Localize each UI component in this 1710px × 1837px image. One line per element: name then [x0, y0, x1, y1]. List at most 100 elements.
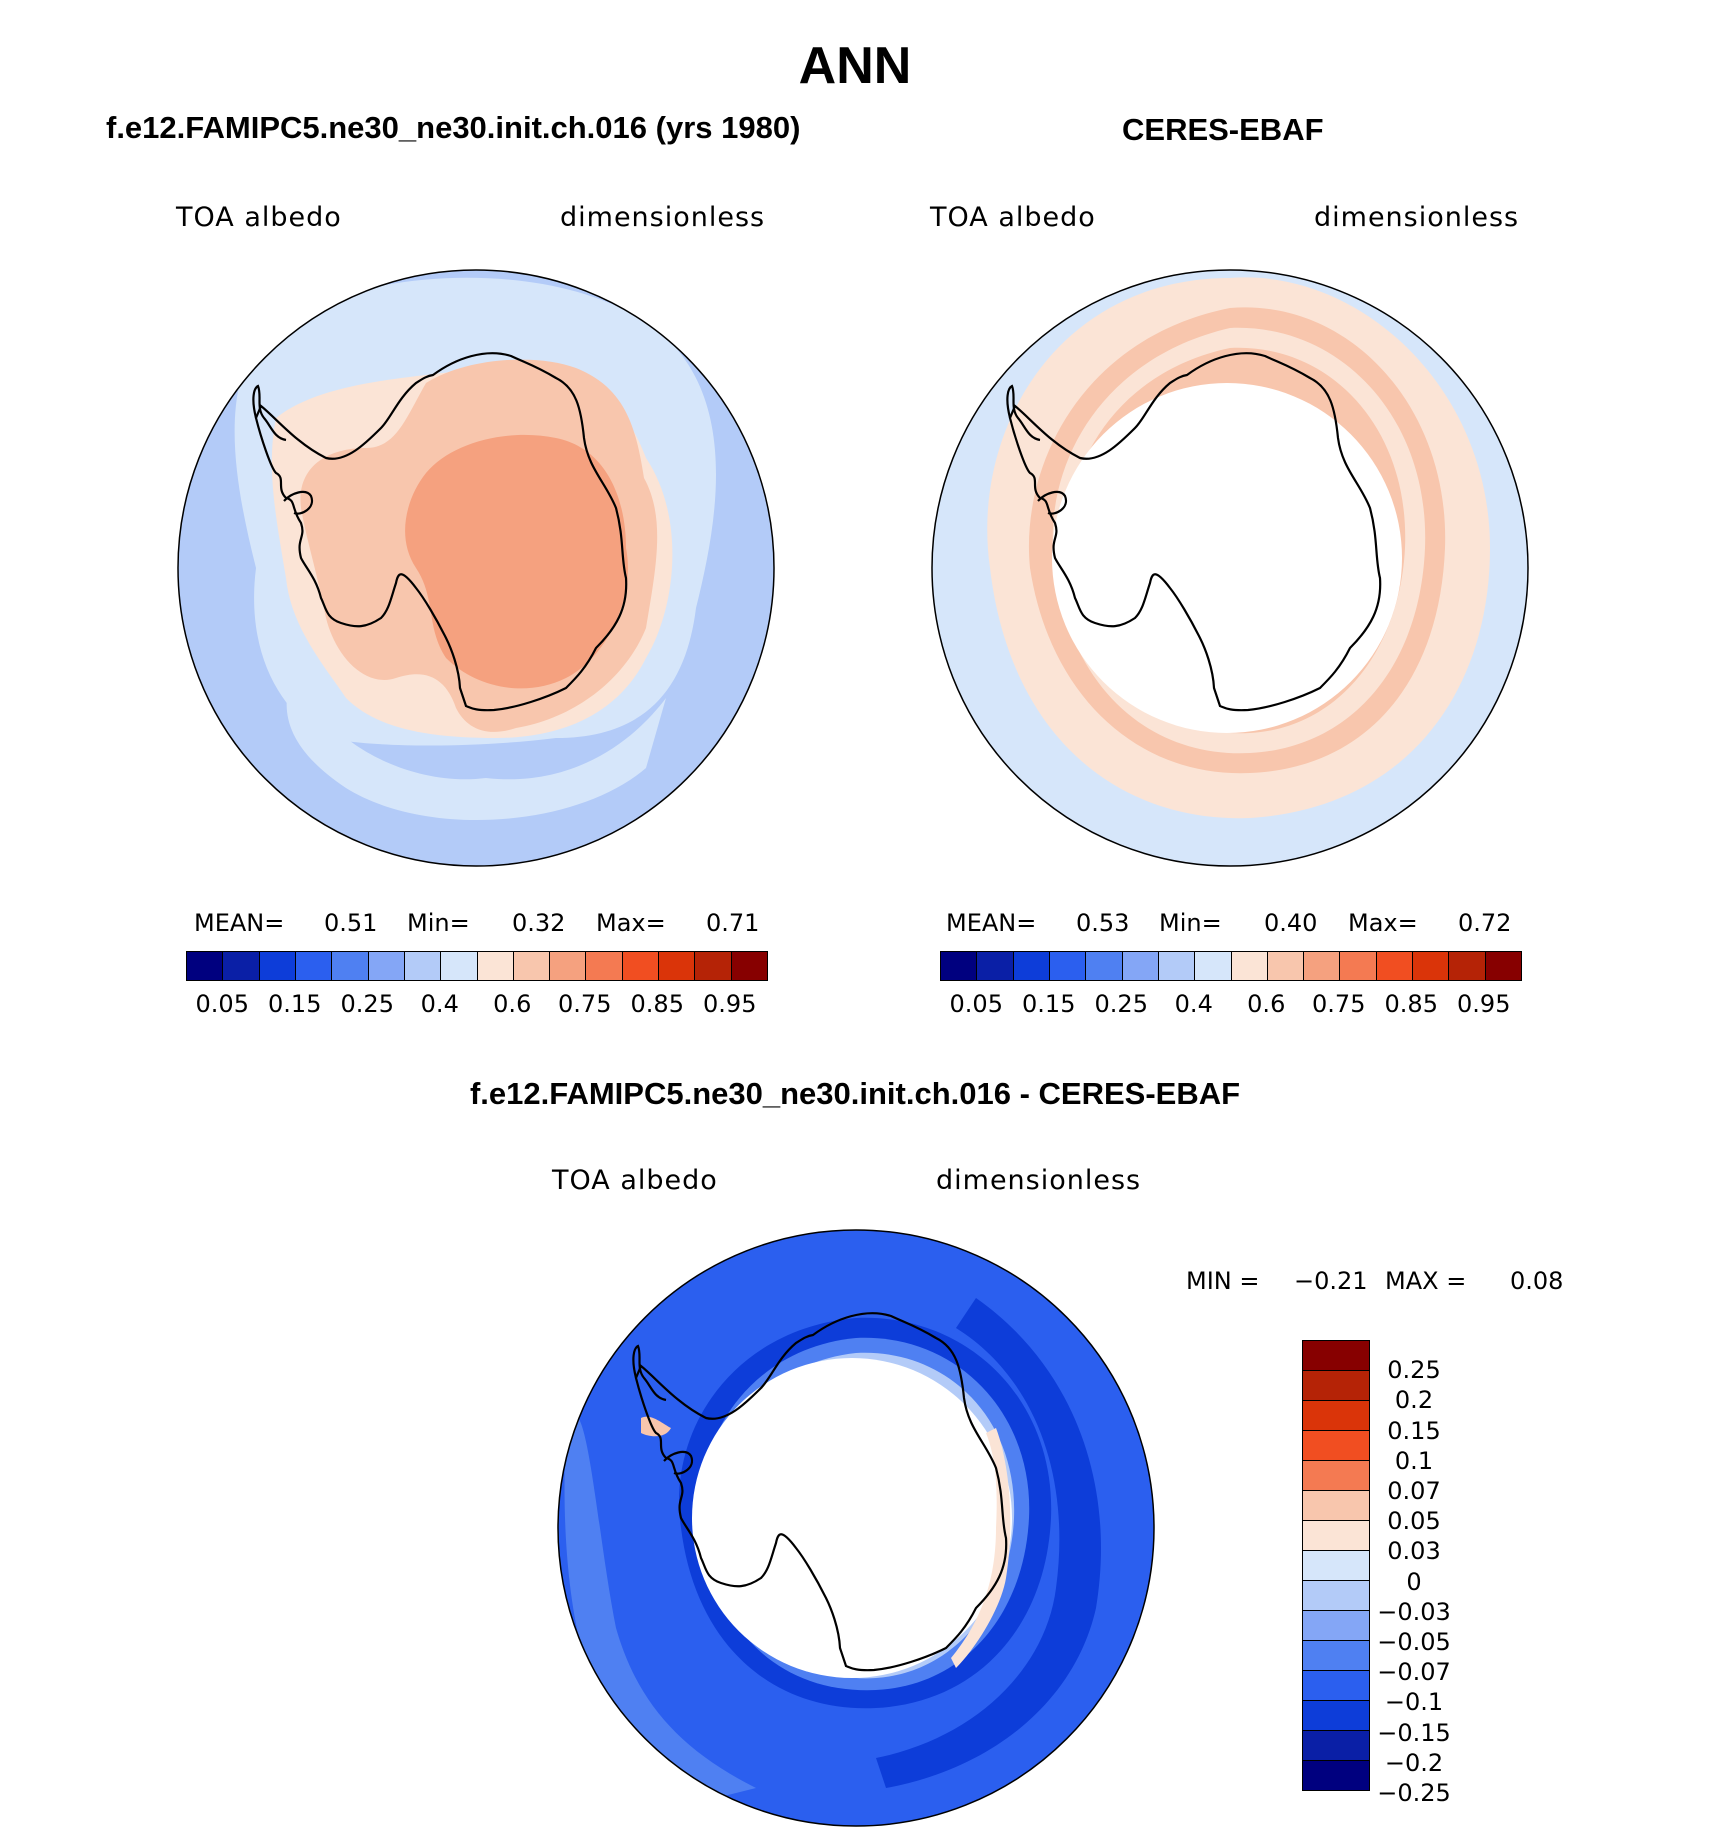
- obs-colorbar-tick-label: 0.05: [949, 990, 1003, 1018]
- obs-colorbar-tick-label: 0.75: [1312, 990, 1366, 1018]
- diff-coastline: [634, 1312, 1008, 1672]
- diff-colorbar: [1302, 1340, 1370, 1791]
- obs-colorbar-ticks: 0.05 0.15 0.25 0.4 0.6 0.75 0.85 0.95: [940, 990, 1520, 1020]
- obs-colorbar-swatch: [1158, 952, 1196, 980]
- diff-colorbar-ticks: 0.25 0.2 0.15 0.1 0.07 0.05 0.03 0 −0.03 −0.05 −0.…: [1377, 1340, 1482, 1820]
- obs-mean-label: MEAN=: [946, 909, 1037, 937]
- diff-colorbar-tick-label: −0.2: [1384, 1748, 1444, 1777]
- diff-colorbar-tick-label: −0.05: [1377, 1628, 1451, 1656]
- model-colorbar-swatch: [187, 952, 224, 980]
- obs-colorbar-tick-label: 0.95: [1457, 990, 1511, 1018]
- obs-colorbar-tick-label: 0.4: [1174, 990, 1213, 1018]
- model-colorbar-swatch: [259, 952, 296, 980]
- model-colorbar-tick-label: 0.4: [420, 990, 459, 1018]
- diff-colorbar-tick-label: 0.25: [1387, 1356, 1441, 1385]
- model-max-value: 0.71: [706, 909, 760, 937]
- model-colorbar-tick-label: 0.25: [340, 990, 394, 1018]
- diff-colorbar-tick-label: −0.07: [1377, 1658, 1451, 1687]
- diff-colorbar-swatch: [1303, 1611, 1369, 1641]
- obs-colorbar-swatch: [1013, 952, 1050, 980]
- diff-colorbar-swatch: [1303, 1551, 1369, 1581]
- obs-colorbar-swatch: [941, 952, 978, 980]
- model-colorbar-swatch: [659, 952, 696, 980]
- diff-colorbar-swatch: [1303, 1401, 1369, 1431]
- diff-colorbar-tick-label: 0.15: [1387, 1416, 1441, 1445]
- model-min-label: Min=: [407, 909, 470, 937]
- obs-colorbar-tick-label: 0.85: [1384, 990, 1438, 1018]
- diff-colorbar-tick-label: 0.2: [1394, 1386, 1434, 1415]
- obs-map-border: [931, 269, 1529, 867]
- diff-units-label: dimensionless: [936, 1165, 1142, 1196]
- diff-positive-patch: [641, 1416, 671, 1437]
- obs-colorbar-swatch: [1049, 952, 1087, 980]
- obs-panel-title: CERES-EBAF: [1122, 112, 1324, 147]
- obs-colorbar-swatch: [977, 952, 1014, 980]
- obs-colorbar-swatch: [1340, 952, 1377, 980]
- model-colorbar-tick-label: 0.85: [630, 990, 684, 1018]
- obs-colorbar-swatch: [1231, 952, 1268, 980]
- diff-min-label: MIN =: [1186, 1267, 1260, 1295]
- model-peninsula: [252, 384, 287, 442]
- obs-ice-shelf: [1037, 490, 1068, 515]
- model-colorbar-swatch: [731, 952, 767, 980]
- diff-colorbar-swatch: [1303, 1581, 1369, 1611]
- diff-colorbar-swatch: [1303, 1521, 1369, 1551]
- model-variable-label: TOA albedo: [176, 202, 342, 233]
- obs-units-label: dimensionless: [1314, 202, 1520, 233]
- model-map-border: [177, 269, 775, 867]
- diff-colorbar-swatch: [1303, 1731, 1369, 1761]
- diff-stats: MIN = −0.21 MAX = 0.08: [1186, 1267, 1586, 1297]
- model-colorbar-tick-label: 0.6: [493, 990, 532, 1018]
- obs-colorbar-swatch: [1086, 952, 1123, 980]
- obs-missing-region: [1052, 383, 1402, 733]
- model-colorbar-swatch: [332, 952, 369, 980]
- diff-colorbar-tick-label: 0: [1406, 1567, 1422, 1596]
- model-colorbar-swatch: [477, 952, 514, 980]
- model-mean-value: 0.51: [324, 909, 378, 937]
- diff-max-value: 0.08: [1510, 1267, 1564, 1295]
- diff-colorbar-tick-label: 0.1: [1394, 1446, 1434, 1475]
- obs-max-label: Max=: [1348, 909, 1418, 937]
- obs-max-value: 0.72: [1458, 909, 1512, 937]
- diff-map: [557, 1229, 1155, 1827]
- model-units-label: dimensionless: [560, 202, 766, 233]
- obs-colorbar-swatch: [1413, 952, 1450, 980]
- obs-coastline: [1008, 352, 1382, 712]
- diff-min-value: −0.21: [1294, 1267, 1368, 1295]
- obs-colorbar-swatch: [1485, 952, 1521, 980]
- diff-max-label: MAX =: [1385, 1267, 1467, 1295]
- obs-colorbar-swatch: [1195, 952, 1232, 980]
- model-max-label: Max=: [596, 909, 666, 937]
- obs-colorbar-tick-label: 0.6: [1247, 990, 1286, 1018]
- diff-colorbar-swatch: [1303, 1341, 1369, 1371]
- diff-panel-title: f.e12.FAMIPC5.ne30_ne30.init.ch.016 - CE…: [469, 1076, 1241, 1111]
- model-colorbar-swatch: [622, 952, 660, 980]
- obs-colorbar-swatch: [1304, 952, 1341, 980]
- obs-colorbar: [940, 951, 1522, 981]
- model-colorbar-swatch: [404, 952, 442, 980]
- model-coastline: [254, 352, 628, 712]
- obs-peninsula: [1006, 384, 1041, 442]
- model-mean-label: MEAN=: [194, 909, 285, 937]
- model-ice-shelf: [283, 490, 314, 515]
- model-colorbar-tick-label: 0.95: [703, 990, 757, 1018]
- model-colorbar: [186, 951, 768, 981]
- diff-colorbar-tick-label: −0.25: [1377, 1779, 1451, 1807]
- diff-colorbar-swatch: [1303, 1431, 1369, 1461]
- model-min-value: 0.32: [512, 909, 566, 937]
- diff-east-dark-band: [876, 1298, 1101, 1788]
- diff-peninsula: [632, 1344, 667, 1402]
- diff-colorbar-swatch: [1303, 1761, 1369, 1790]
- model-colorbar-tick-label: 0.15: [268, 990, 322, 1018]
- model-colorbar-swatch: [295, 952, 333, 980]
- diff-colorbar-tick-label: −0.15: [1377, 1718, 1451, 1747]
- diff-map-border: [557, 1229, 1155, 1827]
- model-colorbar-swatch: [368, 952, 405, 980]
- model-colorbar-swatch: [223, 952, 260, 980]
- model-plateau-field: [405, 434, 628, 689]
- obs-colorbar-tick-label: 0.15: [1022, 990, 1076, 1018]
- model-midlat-band: [286, 668, 666, 821]
- model-colorbar-ticks: 0.05 0.15 0.25 0.4 0.6 0.75 0.85 0.95: [186, 990, 766, 1020]
- diff-colorbar-swatch: [1303, 1491, 1369, 1521]
- diff-colorbar-tick-label: 0.03: [1387, 1537, 1441, 1566]
